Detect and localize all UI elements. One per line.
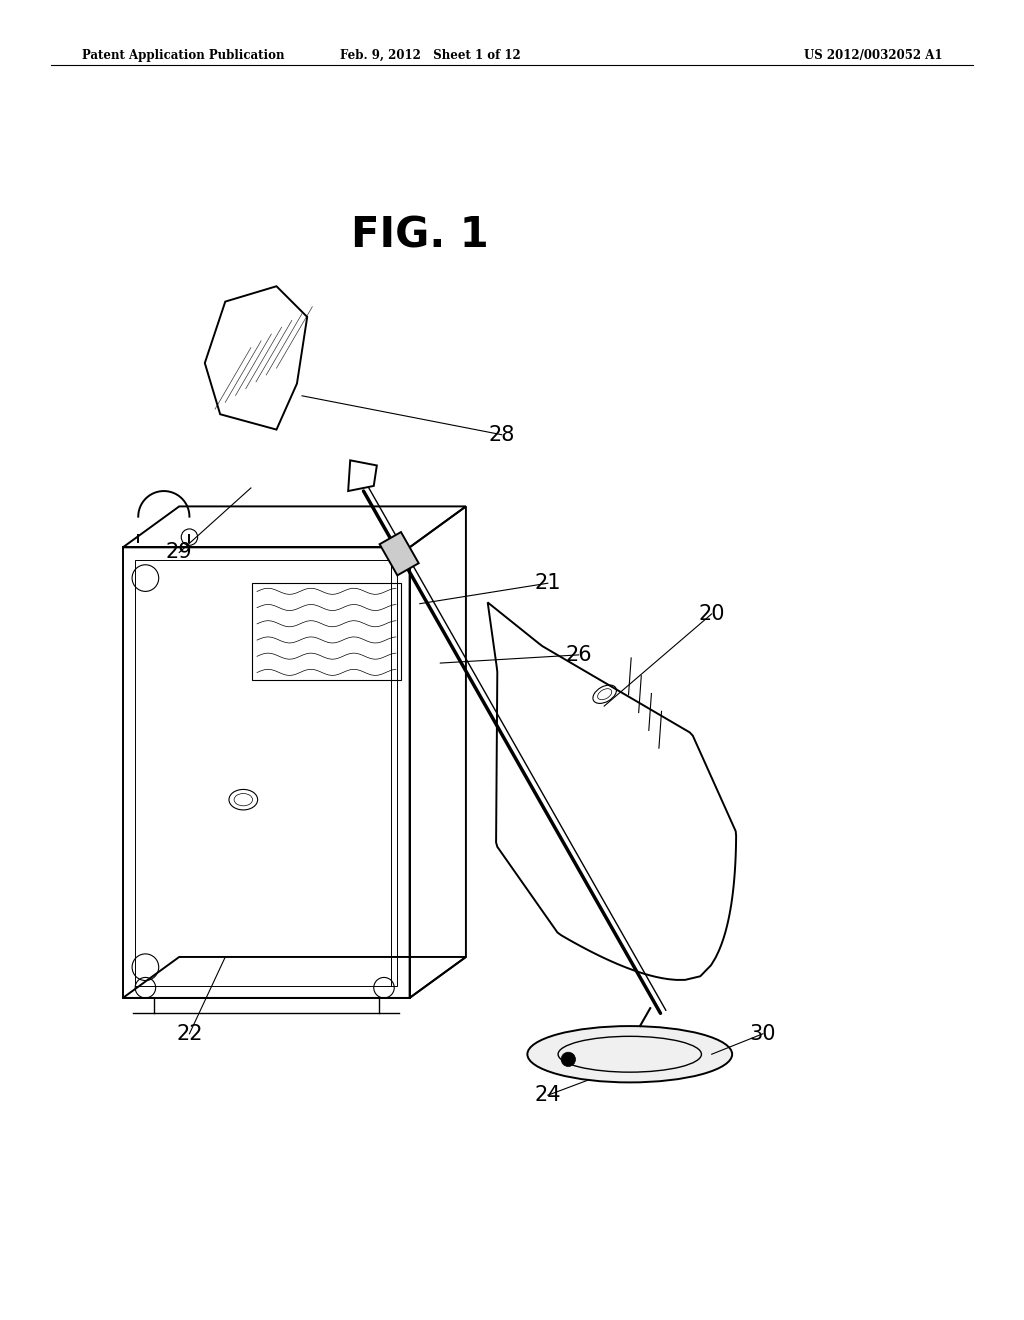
Text: 29: 29 <box>166 543 193 562</box>
Text: 22: 22 <box>176 1024 203 1044</box>
Circle shape <box>561 1052 575 1067</box>
Text: 28: 28 <box>488 425 515 445</box>
Polygon shape <box>380 532 419 576</box>
Ellipse shape <box>527 1026 732 1082</box>
Text: 30: 30 <box>750 1024 776 1044</box>
Text: Feb. 9, 2012   Sheet 1 of 12: Feb. 9, 2012 Sheet 1 of 12 <box>340 49 520 62</box>
Text: Patent Application Publication: Patent Application Publication <box>82 49 285 62</box>
Text: 21: 21 <box>535 573 561 593</box>
Text: US 2012/0032052 A1: US 2012/0032052 A1 <box>804 49 942 62</box>
Text: 24: 24 <box>535 1085 561 1105</box>
Text: 20: 20 <box>698 605 725 624</box>
Text: 26: 26 <box>565 645 592 665</box>
Text: FIG. 1: FIG. 1 <box>351 215 488 256</box>
